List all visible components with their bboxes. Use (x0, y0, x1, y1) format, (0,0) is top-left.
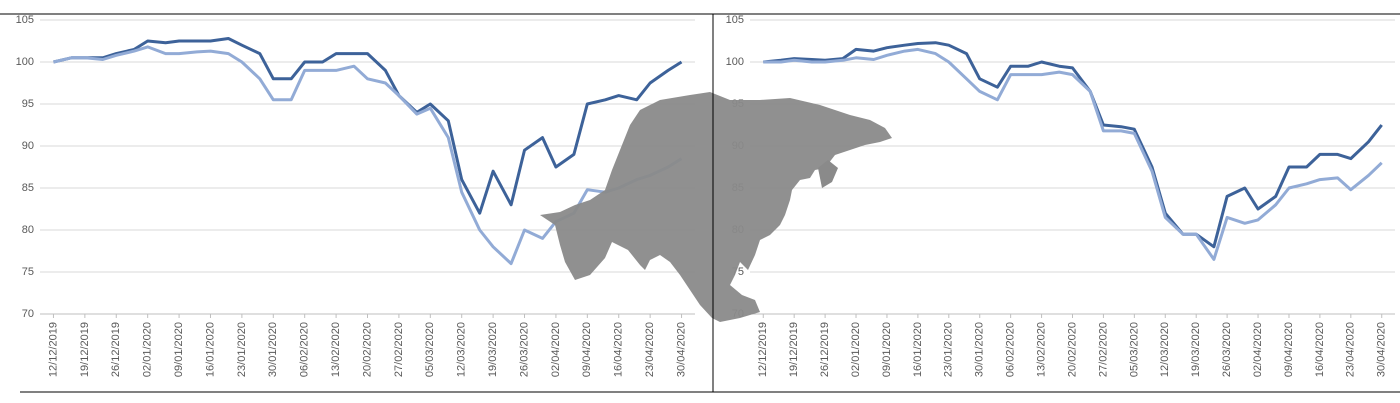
x-tick-label: 23/04/2020 (644, 322, 656, 377)
x-tick-label: 23/01/2020 (236, 322, 248, 377)
x-tick-label: 16/04/2020 (1314, 322, 1326, 377)
x-tick-label: 02/01/2020 (850, 322, 862, 377)
asia-map (540, 92, 892, 322)
x-tick-label: 26/03/2020 (518, 322, 530, 377)
series-line (763, 47, 1383, 261)
x-tick-label: 19/03/2020 (487, 322, 499, 377)
x-tick-label: 06/02/2020 (299, 322, 311, 377)
x-tick-label: 05/03/2020 (1128, 322, 1140, 377)
x-tick-label: 27/02/2020 (1097, 322, 1109, 377)
x-tick-label: 13/02/2020 (1035, 322, 1047, 377)
x-tick-label: 19/12/2019 (79, 322, 91, 377)
y-tick-label: 100 (16, 56, 34, 68)
y-tick-label: 85 (22, 182, 34, 194)
x-tick-label: 16/01/2020 (204, 322, 216, 377)
x-tick-label: 30/01/2020 (974, 322, 986, 377)
y-tick-label: 90 (22, 140, 34, 152)
y-tick-label: 105 (726, 14, 744, 26)
x-tick-label: 23/01/2020 (943, 322, 955, 377)
x-tick-label: 12/03/2020 (1159, 322, 1171, 377)
x-tick-label: 20/02/2020 (361, 322, 373, 377)
x-tick-label: 26/12/2019 (819, 322, 831, 377)
y-tick-label: 105 (16, 14, 34, 26)
x-tick-label: 12/12/2019 (757, 322, 769, 377)
x-tick-label: 30/01/2020 (267, 322, 279, 377)
x-tick-label: 23/04/2020 (1345, 322, 1357, 377)
x-tick-label: 09/01/2020 (173, 322, 185, 377)
x-tick-label: 27/02/2020 (393, 322, 405, 377)
x-tick-label: 09/01/2020 (881, 322, 893, 377)
japan-map (818, 160, 838, 188)
x-tick-label: 02/04/2020 (1252, 322, 1264, 377)
series-line (53, 37, 683, 215)
x-tick-label: 30/04/2020 (675, 322, 687, 377)
x-tick-label: 05/03/2020 (424, 322, 436, 377)
x-tick-label: 06/02/2020 (1005, 322, 1017, 377)
x-tick-label: 12/03/2020 (456, 322, 468, 377)
x-tick-label: 09/04/2020 (1283, 322, 1295, 377)
y-tick-label: 100 (726, 56, 744, 68)
x-tick-label: 16/04/2020 (613, 322, 625, 377)
x-tick-label: 02/04/2020 (550, 322, 562, 377)
y-tick-label: 80 (22, 224, 34, 236)
y-tick-label: 95 (22, 98, 34, 110)
x-tick-label: 13/02/2020 (330, 322, 342, 377)
x-tick-label: 26/12/2019 (110, 322, 122, 377)
x-tick-label: 19/12/2019 (788, 322, 800, 377)
x-tick-label: 26/03/2020 (1221, 322, 1233, 377)
x-tick-label: 16/01/2020 (912, 322, 924, 377)
x-tick-label: 02/01/2020 (142, 322, 154, 377)
y-tick-label: 75 (22, 266, 34, 278)
plots: 70 75 80 85 90 95 100 105 12/12/2019 19/12/2019 26… (16, 14, 1395, 377)
series-line (763, 41, 1383, 249)
x-tick-label: 09/04/2020 (581, 322, 593, 377)
y-tick-label: 70 (22, 308, 34, 320)
x-tick-label: 19/03/2020 (1190, 322, 1202, 377)
x-tick-label: 30/04/2020 (1376, 322, 1388, 377)
x-tick-label: 12/12/2019 (47, 322, 59, 377)
x-tick-label: 20/02/2020 (1066, 322, 1078, 377)
